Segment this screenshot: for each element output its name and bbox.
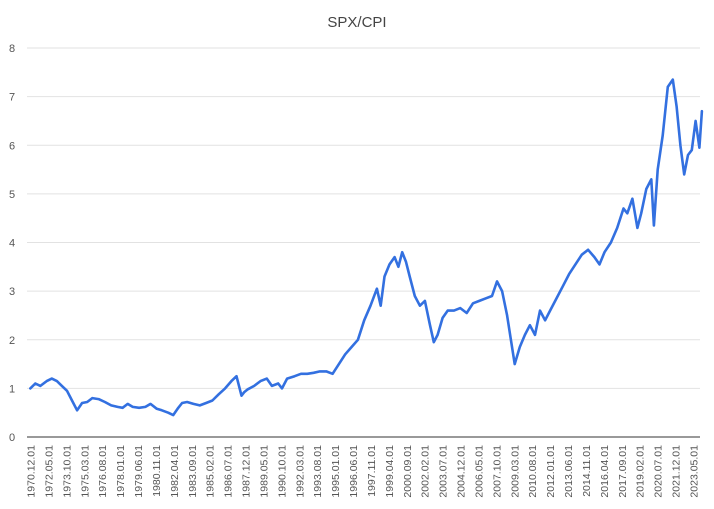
- x-tick-label: 1973.10.01: [61, 445, 73, 498]
- y-tick-label: 1: [9, 383, 15, 395]
- x-tick-label: 1990.10.01: [276, 445, 288, 498]
- series-layer: [28, 78, 704, 417]
- x-tick-label: 2017.09.01: [617, 445, 629, 498]
- x-tick-label: 2021.12.01: [671, 445, 683, 498]
- y-axis-ticks: 0 1 2 3 4 5 6 7 8: [9, 43, 15, 444]
- x-tick-label: 2023.05.01: [689, 445, 701, 498]
- x-tick-label: 2007.10.01: [491, 445, 503, 498]
- y-tick-label: 4: [9, 238, 15, 250]
- x-tick-label: 1992.03.01: [294, 445, 306, 498]
- y-tick-label: 3: [9, 286, 15, 298]
- y-tick-label: 2: [9, 335, 15, 347]
- y-tick-label: 8: [9, 43, 15, 55]
- x-tick-label: 1975.03.01: [79, 445, 91, 498]
- x-tick-label: 1972.05.01: [43, 445, 55, 498]
- y-tick-label: 7: [9, 92, 15, 104]
- y-tick-label: 5: [9, 189, 15, 201]
- x-tick-label: 1980.11.01: [151, 445, 163, 497]
- x-tick-label: 1978.01.01: [115, 445, 127, 498]
- x-tick-label: 2009.03.01: [509, 445, 521, 498]
- x-axis-ticks: 1970.12.01 1972.05.01 1973.10.01 1975.03.01…: [26, 445, 701, 498]
- x-tick-label: 1982.04.01: [169, 445, 181, 498]
- x-tick-label: 2002.02.01: [420, 445, 432, 498]
- x-tick-label: 1997.11.01: [366, 445, 378, 497]
- y-tick-label: 0: [9, 432, 15, 444]
- x-tick-label: 1983.09.01: [187, 445, 199, 498]
- x-tick-label: 2006.05.01: [473, 445, 485, 498]
- x-tick-label: 1995.01.01: [330, 445, 342, 498]
- x-tick-label: 2012.01.01: [545, 445, 557, 498]
- x-tick-label: 1989.05.01: [258, 445, 270, 498]
- series-line-0: [28, 78, 704, 417]
- x-tick-label: 1986.07.01: [223, 445, 235, 498]
- x-tick-label: 1979.06.01: [133, 445, 145, 498]
- x-tick-label: 1999.04.01: [384, 445, 396, 498]
- gridlines: [27, 47, 700, 389]
- x-tick-label: 1985.02.01: [205, 445, 217, 498]
- x-tick-label: 2010.08.01: [527, 445, 539, 498]
- x-tick-label: 2019.02.01: [635, 445, 647, 498]
- x-tick-label: 1976.08.01: [97, 445, 109, 498]
- x-tick-label: 1970.12.01: [26, 445, 38, 498]
- y-tick-label: 6: [9, 140, 15, 152]
- x-tick-label: 2014.11.01: [581, 445, 593, 497]
- x-tick-label: 1993.08.01: [312, 445, 324, 498]
- x-tick-label: 2020.07.01: [653, 445, 665, 498]
- x-tick-label: 2016.04.01: [599, 445, 611, 498]
- x-tick-label: 2003.07.01: [438, 445, 450, 498]
- x-tick-label: 1987.12.01: [241, 445, 253, 498]
- x-tick-label: 2004.12.01: [456, 445, 468, 498]
- x-tick-label: 2013.06.01: [563, 445, 575, 498]
- chart-title: SPX/CPI: [327, 14, 386, 31]
- x-tick-label: 2000.09.01: [402, 445, 414, 498]
- x-tick-label: 1996.06.01: [348, 445, 360, 498]
